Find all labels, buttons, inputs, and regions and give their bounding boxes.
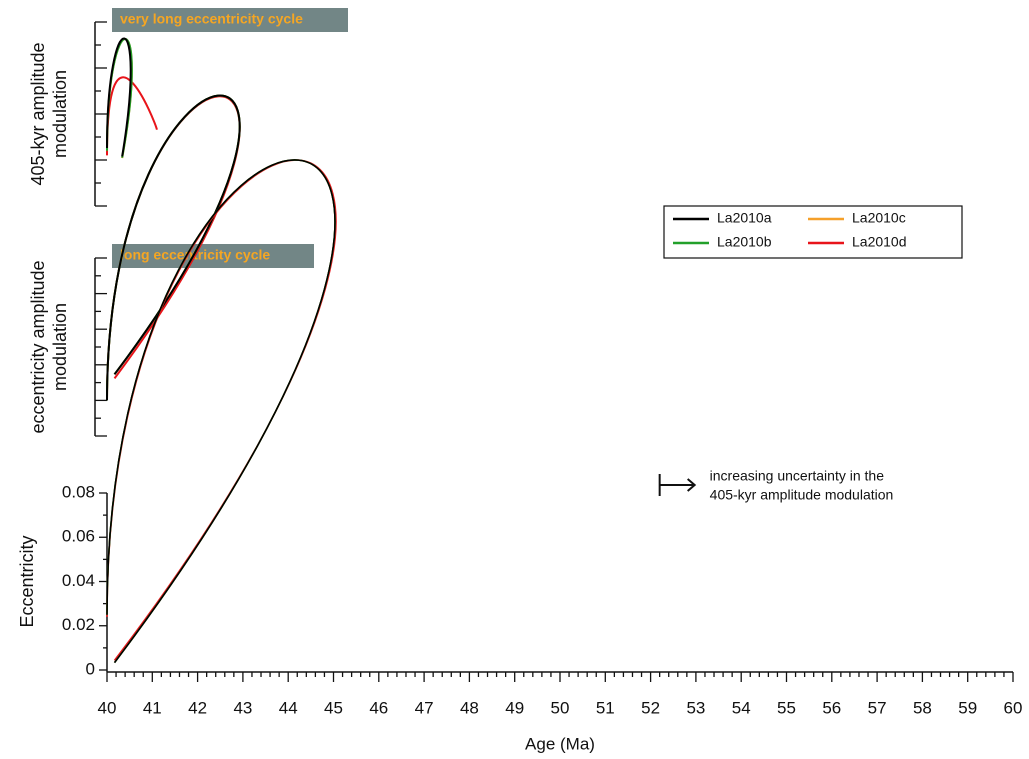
- legend-label: La2010a: [717, 210, 772, 226]
- annotation-text: 405-kyr amplitude modulation: [710, 487, 894, 503]
- panel-title: very long eccentricity cycle: [120, 11, 303, 27]
- x-tick-label: 55: [777, 698, 796, 717]
- y-tick-label: 0.06: [62, 527, 95, 546]
- x-tick-label: 43: [233, 698, 252, 717]
- x-tick-label: 48: [460, 698, 479, 717]
- legend-label: La2010c: [852, 210, 906, 226]
- x-tick-label: 49: [505, 698, 524, 717]
- legend-label: La2010d: [852, 234, 907, 250]
- x-tick-label: 59: [958, 698, 977, 717]
- y-axis-label: Eccentricity: [17, 535, 37, 627]
- x-tick-label: 54: [732, 698, 751, 717]
- x-axis-label: Age (Ma): [525, 734, 595, 753]
- annotation-arrowhead: [687, 478, 697, 492]
- legend-label: La2010b: [717, 234, 772, 250]
- top-panel-label: very long eccentricity cycle: [112, 8, 348, 32]
- data-line: [106, 159, 336, 664]
- y-tick-label: 0.08: [62, 482, 95, 501]
- x-tick-label: 51: [596, 698, 615, 717]
- x-tick-label: 60: [1004, 698, 1023, 717]
- x-tick-label: 50: [551, 698, 570, 717]
- x-tick-label: 53: [686, 698, 705, 717]
- label-box: [112, 244, 314, 268]
- x-tick-label: 57: [868, 698, 887, 717]
- y-axis-label: eccentricity amplitude: [28, 260, 48, 433]
- mid-panel-label: long eccentricity cycle: [112, 244, 314, 268]
- y-axis-label: modulation: [50, 70, 70, 158]
- data-line: [106, 94, 241, 401]
- x-tick-label: 40: [98, 698, 117, 717]
- y-tick-label: 0.02: [62, 615, 95, 634]
- annotation-text: increasing uncertainty in the: [710, 468, 885, 484]
- label-box: [112, 8, 348, 32]
- x-tick-label: 44: [279, 698, 298, 717]
- legend-box: [663, 205, 963, 259]
- x-tick-label: 56: [822, 698, 841, 717]
- data-line: [106, 37, 132, 157]
- data-line: [106, 159, 336, 664]
- y-axis-label: modulation: [50, 303, 70, 391]
- data-line: [106, 159, 336, 664]
- x-tick-label: 46: [369, 698, 388, 717]
- x-tick-label: 58: [913, 698, 932, 717]
- x-tick-label: 52: [641, 698, 660, 717]
- x-tick-label: 42: [188, 698, 207, 717]
- x-tick-label: 45: [324, 698, 343, 717]
- x-tick-label: 47: [415, 698, 434, 717]
- data-line: [106, 159, 337, 661]
- x-tick-label: 41: [143, 698, 162, 717]
- y-tick-label: 0: [86, 659, 95, 678]
- y-tick-label: 0.04: [62, 571, 95, 590]
- y-axis-label: 405-kyr amplitude: [28, 42, 48, 185]
